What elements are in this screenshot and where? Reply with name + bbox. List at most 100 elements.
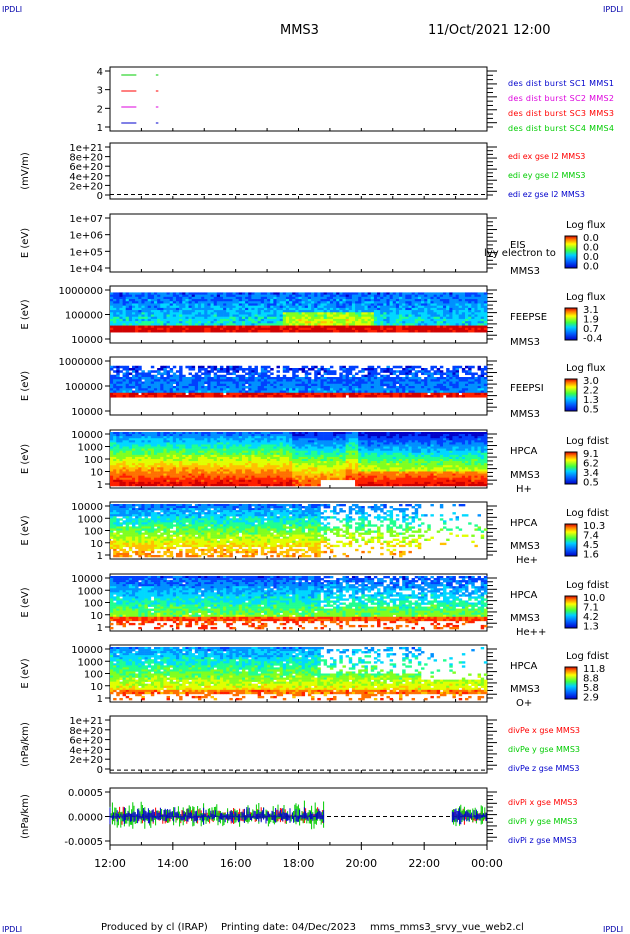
heatmap-cell <box>207 434 211 437</box>
heatmap-cell <box>163 299 167 302</box>
heatmap-cell <box>257 299 262 302</box>
heatmap-cell <box>207 296 211 300</box>
heatmap-cell <box>223 316 227 320</box>
heatmap-cell <box>449 310 453 313</box>
heatmap-cell <box>131 383 136 387</box>
heatmap-cell <box>245 292 249 295</box>
heatmap-cell <box>383 323 387 326</box>
heatmap-cell <box>223 329 227 333</box>
heatmap-cell <box>439 305 444 309</box>
heatmap-cell <box>219 438 224 441</box>
heatmap-cell <box>169 450 174 454</box>
heatmap-cell <box>157 305 161 309</box>
y-tick-label: 10000 <box>71 430 103 441</box>
heatmap-cell <box>304 390 309 394</box>
heatmap-cell <box>213 303 218 306</box>
heatmap-cell <box>191 467 196 470</box>
heatmap-cell <box>144 463 148 466</box>
heatmap-cell <box>339 395 343 398</box>
heatmap-cell <box>175 310 180 313</box>
heatmap-cell <box>446 329 450 333</box>
heatmap-cell <box>169 459 174 462</box>
heatmap-cell <box>314 381 318 385</box>
heatmap-cell <box>128 296 133 300</box>
heatmap-cell <box>116 316 120 320</box>
heatmap-cell <box>405 381 409 385</box>
heatmap-cell <box>477 292 482 295</box>
heatmap-cell <box>197 390 202 394</box>
heatmap-cell <box>254 296 258 300</box>
heatmap-cell <box>364 374 368 378</box>
heatmap-cell <box>110 392 114 396</box>
heatmap-cell <box>185 477 189 481</box>
heatmap-cell <box>443 329 447 333</box>
heatmap-cell <box>245 323 249 326</box>
heatmap-cell <box>301 316 306 320</box>
heatmap-cell <box>465 312 469 315</box>
heatmap-cell <box>417 318 422 322</box>
heatmap-cell <box>358 329 362 333</box>
heatmap-cell <box>223 377 227 380</box>
heatmap-cell <box>452 377 456 380</box>
heatmap-cell <box>213 365 218 369</box>
heatmap-cell <box>364 381 368 385</box>
heatmap-cell <box>147 388 152 391</box>
heatmap-cell <box>314 321 318 324</box>
heatmap-cell <box>295 305 299 309</box>
heatmap-cell <box>116 392 120 396</box>
heatmap-cell <box>241 379 246 382</box>
heatmap-cell <box>219 388 224 391</box>
heatmap-cell <box>336 381 340 385</box>
heatmap-cell <box>128 483 133 487</box>
heatmap-cell <box>219 456 224 460</box>
heatmap-cell <box>157 316 161 320</box>
heatmap-cell <box>282 365 287 369</box>
heatmap-cell <box>122 301 127 304</box>
heatmap-cell <box>455 377 460 380</box>
heatmap-cell <box>477 312 482 315</box>
heatmap-cell <box>433 370 438 373</box>
heatmap-cell <box>361 314 365 318</box>
heatmap-cell <box>468 305 472 309</box>
heatmap-cell <box>207 299 211 302</box>
heatmap-cell <box>443 296 447 300</box>
heatmap-cell <box>427 372 431 376</box>
heatmap-cell <box>421 386 425 389</box>
heatmap-cell <box>370 386 375 389</box>
heatmap-cell <box>377 383 381 387</box>
heatmap-cell <box>160 305 164 309</box>
heatmap-cell <box>172 303 177 306</box>
heatmap-cell <box>427 329 431 333</box>
heatmap-cell <box>314 299 318 302</box>
heatmap-cell <box>373 327 378 331</box>
heatmap-cell <box>210 310 214 313</box>
heatmap-cell <box>395 388 400 391</box>
heatmap-cell <box>182 432 186 435</box>
heatmap-cell <box>144 465 148 468</box>
heatmap-cell <box>257 395 262 398</box>
heatmap-cell <box>153 452 158 456</box>
heatmap-cell <box>251 374 255 378</box>
heatmap-cell <box>377 310 381 313</box>
heatmap-cell <box>128 473 133 476</box>
heatmap-cell <box>191 301 196 304</box>
heatmap-cell <box>188 316 192 320</box>
heatmap-cell <box>285 390 290 394</box>
heatmap-cell <box>276 314 280 318</box>
heatmap-cell <box>185 314 189 318</box>
heatmap-cell <box>477 395 482 398</box>
heatmap-cell <box>188 479 192 483</box>
y-tick-label: 1e+06 <box>69 231 103 242</box>
heatmap-cell <box>238 301 243 304</box>
heatmap-cell <box>210 459 214 462</box>
heatmap-cell <box>207 310 211 313</box>
heatmap-cell <box>386 301 390 304</box>
heatmap-cell <box>122 452 127 456</box>
heatmap-cell <box>421 296 425 300</box>
heatmap-cell <box>125 395 130 398</box>
heatmap-cell <box>282 377 287 380</box>
heatmap-cell <box>229 383 233 387</box>
heatmap-cell <box>191 318 196 322</box>
heatmap-cell <box>402 301 406 304</box>
heatmap-cell <box>279 390 284 394</box>
